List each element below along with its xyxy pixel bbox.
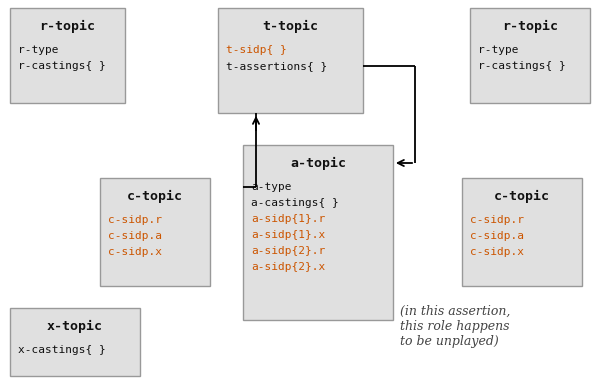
Text: t-assertions{ }: t-assertions{ }: [226, 61, 327, 71]
Text: x-castings{ }: x-castings{ }: [18, 345, 106, 355]
Text: x-topic: x-topic: [47, 320, 103, 333]
FancyBboxPatch shape: [470, 8, 590, 103]
FancyBboxPatch shape: [218, 8, 363, 113]
FancyBboxPatch shape: [243, 145, 393, 320]
Text: r-topic: r-topic: [40, 20, 95, 33]
Text: a-sidp{1}.x: a-sidp{1}.x: [251, 230, 325, 240]
Text: c-sidp.x: c-sidp.x: [108, 247, 162, 257]
Text: c-sidp.a: c-sidp.a: [470, 231, 524, 241]
Text: c-sidp.a: c-sidp.a: [108, 231, 162, 241]
Text: t-sidp{ }: t-sidp{ }: [226, 45, 287, 55]
Text: c-sidp.r: c-sidp.r: [108, 215, 162, 225]
Text: r-castings{ }: r-castings{ }: [478, 61, 566, 71]
Text: r-type: r-type: [18, 45, 59, 55]
Text: a-type: a-type: [251, 182, 292, 192]
Text: a-sidp{2}.x: a-sidp{2}.x: [251, 262, 325, 272]
FancyBboxPatch shape: [10, 8, 125, 103]
Text: (in this assertion,
this role happens
to be unplayed): (in this assertion, this role happens to…: [400, 305, 511, 348]
FancyBboxPatch shape: [462, 178, 582, 286]
Text: r-topic: r-topic: [502, 20, 558, 33]
FancyBboxPatch shape: [100, 178, 210, 286]
Text: c-sidp.x: c-sidp.x: [470, 247, 524, 257]
Text: a-sidp{1}.r: a-sidp{1}.r: [251, 214, 325, 224]
FancyBboxPatch shape: [10, 308, 140, 376]
Text: c-topic: c-topic: [127, 189, 183, 203]
Text: r-type: r-type: [478, 45, 518, 55]
Text: c-sidp.r: c-sidp.r: [470, 215, 524, 225]
Text: c-topic: c-topic: [494, 189, 550, 203]
Text: r-castings{ }: r-castings{ }: [18, 61, 106, 71]
Text: t-topic: t-topic: [263, 20, 319, 33]
Text: a-sidp{2}.r: a-sidp{2}.r: [251, 246, 325, 256]
Text: a-castings{ }: a-castings{ }: [251, 198, 339, 208]
Text: a-topic: a-topic: [290, 156, 346, 169]
